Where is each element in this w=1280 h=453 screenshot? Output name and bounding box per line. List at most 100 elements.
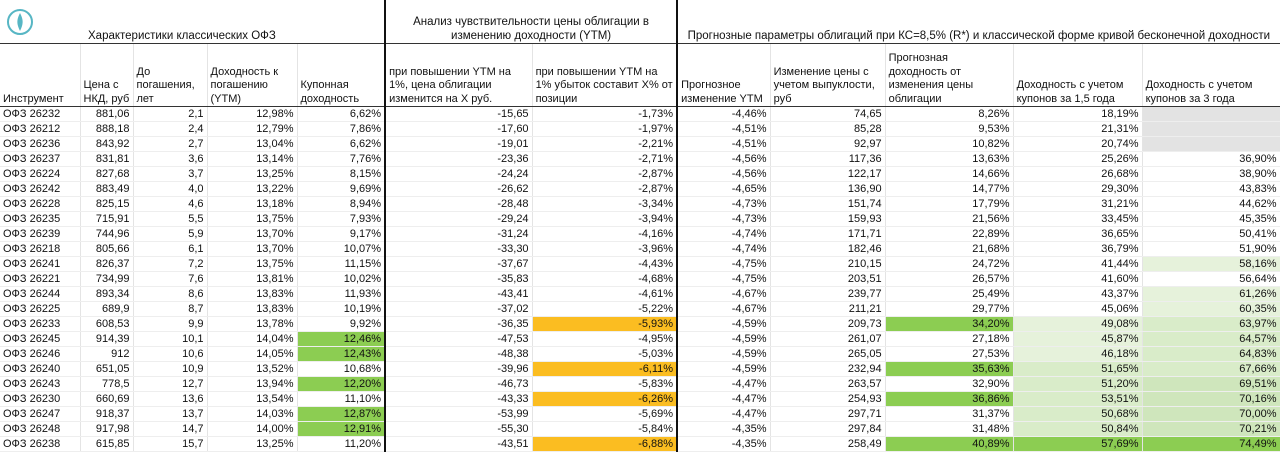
value-cell: 22,89% <box>885 226 1014 242</box>
value-cell: 258,49 <box>770 436 886 452</box>
value-cell: 36,79% <box>1013 241 1143 257</box>
value-cell: 805,66 <box>80 241 134 257</box>
value-cell: 12,79% <box>207 121 298 137</box>
value-cell: 881,06 <box>80 106 134 122</box>
value-cell: 12,46% <box>297 331 387 347</box>
value-cell: -3,94% <box>532 211 679 227</box>
value-cell: -2,87% <box>532 166 679 182</box>
instrument-cell: ОФЗ 26242 <box>0 181 81 197</box>
instrument-cell: ОФЗ 26248 <box>0 421 81 437</box>
value-cell: 11,93% <box>297 286 387 302</box>
group-header: Анализ чувствительности цены облигации в… <box>385 0 679 44</box>
value-cell: -1,97% <box>532 121 679 137</box>
value-cell: 58,16% <box>1142 256 1280 272</box>
instrument-cell: ОФЗ 26228 <box>0 196 81 212</box>
value-cell: 261,07 <box>770 331 886 347</box>
value-cell: 297,84 <box>770 421 886 437</box>
value-cell: -4,74% <box>677 226 771 242</box>
value-cell: 33,45% <box>1013 211 1143 227</box>
value-cell: 13,14% <box>207 151 298 167</box>
value-cell: 7,2 <box>133 256 208 272</box>
value-cell: 26,57% <box>885 271 1014 287</box>
value-cell: 35,63% <box>885 361 1014 377</box>
value-cell: 914,39 <box>80 331 134 347</box>
value-cell: 13,63% <box>885 151 1014 167</box>
value-cell: 10,68% <box>297 361 387 377</box>
table-row: ОФЗ 26221 734,99 7,6 13,81% 10,02% -35,83 -4,6… <box>0 271 1280 287</box>
value-cell: -26,62 <box>385 181 533 197</box>
value-cell: 5,9 <box>133 226 208 242</box>
value-cell: 888,18 <box>80 121 134 137</box>
value-cell: 12,98% <box>207 106 298 122</box>
value-cell: 13,78% <box>207 316 298 332</box>
instrument-cell: ОФЗ 26212 <box>0 121 81 137</box>
value-cell: -4,46% <box>677 106 771 122</box>
column-header: Прогнозное изменение YTM <box>677 43 771 107</box>
value-cell: 744,96 <box>80 226 134 242</box>
table-row: ОФЗ 26244 893,34 8,6 13,83% 11,93% -43,41 -4,6… <box>0 286 1280 302</box>
group-title: Характеристики классических ОФЗ <box>88 30 276 42</box>
value-cell: -4,75% <box>677 256 771 272</box>
value-cell: -2,87% <box>532 181 679 197</box>
value-cell: 36,90% <box>1142 151 1280 167</box>
value-cell: -5,03% <box>532 346 679 362</box>
value-cell: -39,96 <box>385 361 533 377</box>
value-cell: 9,9 <box>133 316 208 332</box>
value-cell: -6,26% <box>532 391 679 407</box>
value-cell: 31,37% <box>885 406 1014 422</box>
value-cell: 254,93 <box>770 391 886 407</box>
value-cell: -4,73% <box>677 196 771 212</box>
value-cell: 12,91% <box>297 421 387 437</box>
value-cell: -35,83 <box>385 271 533 287</box>
value-cell: 9,69% <box>297 181 387 197</box>
table-row: ОФЗ 26235 715,91 5,5 13,75% 7,93% -29,24 -3,94… <box>0 211 1280 227</box>
value-cell: -43,41 <box>385 286 533 302</box>
value-cell: -4,68% <box>532 271 679 287</box>
value-cell: 38,90% <box>1142 166 1280 182</box>
value-cell: 64,57% <box>1142 331 1280 347</box>
value-cell: -4,35% <box>677 436 771 452</box>
value-cell: -4,59% <box>677 331 771 347</box>
value-cell: 210,15 <box>770 256 886 272</box>
value-cell: -4,67% <box>677 301 771 317</box>
value-cell: 32,90% <box>885 376 1014 392</box>
value-cell: 734,99 <box>80 271 134 287</box>
value-cell: 11,20% <box>297 436 387 452</box>
value-cell: 70,16% <box>1142 391 1280 407</box>
table-row: ОФЗ 26248 917,98 14,7 14,00% 12,91% -55,30 -5,… <box>0 421 1280 437</box>
value-cell: 10,1 <box>133 331 208 347</box>
value-cell: -33,30 <box>385 241 533 257</box>
value-cell: 13,52% <box>207 361 298 377</box>
value-cell: -2,21% <box>532 136 679 152</box>
instrument-cell: ОФЗ 26241 <box>0 256 81 272</box>
value-cell: 43,83% <box>1142 181 1280 197</box>
instrument-cell: ОФЗ 26240 <box>0 361 81 377</box>
value-cell: 13,04% <box>207 136 298 152</box>
column-header: при повышении YTM на 1%, цена облигации … <box>385 43 533 107</box>
value-cell: 8,6 <box>133 286 208 302</box>
value-cell: 211,21 <box>770 301 886 317</box>
value-cell: 715,91 <box>80 211 134 227</box>
column-header: Изменение цены с учетом выпуклости, руб <box>770 43 886 107</box>
value-cell: 49,08% <box>1013 316 1143 332</box>
value-cell: 9,17% <box>297 226 387 242</box>
instrument-cell: ОФЗ 26238 <box>0 436 81 452</box>
value-cell: 14,66% <box>885 166 1014 182</box>
value-cell: 11,10% <box>297 391 387 407</box>
value-cell: -3,96% <box>532 241 679 257</box>
value-cell: 8,15% <box>297 166 387 182</box>
value-cell: 117,36 <box>770 151 886 167</box>
instrument-cell: ОФЗ 26246 <box>0 346 81 362</box>
value-cell: -6,11% <box>532 361 679 377</box>
value-cell: 13,22% <box>207 181 298 197</box>
value-cell: -4,51% <box>677 136 771 152</box>
value-cell: 40,89% <box>885 436 1014 452</box>
value-cell: 778,5 <box>80 376 134 392</box>
value-cell: 70,00% <box>1142 406 1280 422</box>
value-cell: 50,84% <box>1013 421 1143 437</box>
value-cell: 45,06% <box>1013 301 1143 317</box>
value-cell: 17,79% <box>885 196 1014 212</box>
column-header: при повышении YTM на 1% убыток составит … <box>532 43 679 107</box>
table-row: ОФЗ 26232 881,06 2,1 12,98% 6,62% -15,65 -1,73… <box>0 106 1280 122</box>
